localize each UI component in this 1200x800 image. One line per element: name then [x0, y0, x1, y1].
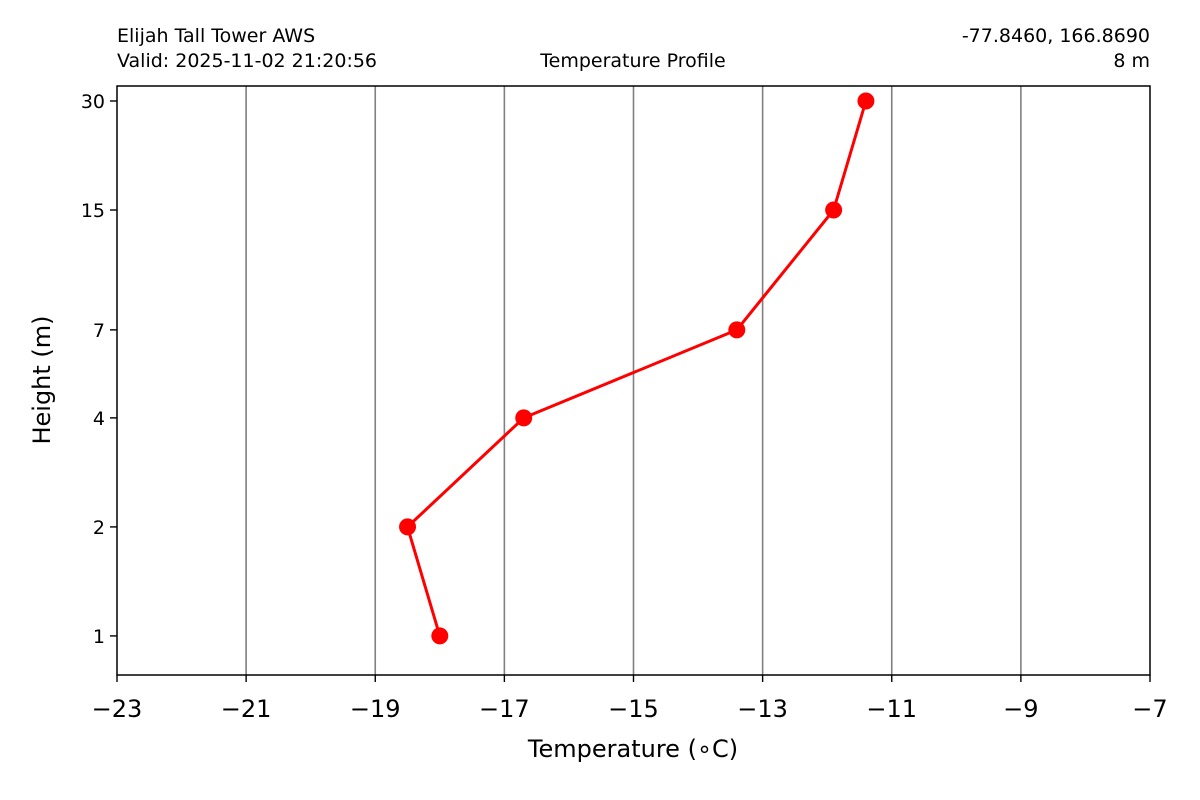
- valid-time: Valid: 2025-11-02 21:20:56: [117, 50, 378, 72]
- x-tick-label: −17: [479, 695, 530, 723]
- data-point-marker: [857, 92, 875, 110]
- x-tick-label: −9: [1003, 695, 1038, 723]
- x-tick-label: −21: [221, 695, 272, 723]
- x-tick-label: −13: [737, 695, 788, 723]
- chart-title: Temperature Profile: [540, 50, 726, 72]
- y-tick-label: 15: [81, 200, 105, 222]
- data-point-marker: [515, 409, 533, 427]
- y-tick-label: 7: [93, 320, 105, 342]
- data-series: [399, 92, 875, 645]
- x-tick-label: −7: [1132, 695, 1167, 723]
- station-coordinates: -77.8460, 166.8690: [961, 25, 1150, 47]
- y-tick-label: 2: [93, 517, 105, 539]
- data-point-marker: [728, 321, 746, 339]
- x-tick-label: −19: [350, 695, 401, 723]
- x-tick-label: −15: [608, 695, 659, 723]
- y-axis-label: Height (m): [28, 315, 56, 444]
- x-axis: −23 −21 −19 −17 −15 −13 −11 −9 −7: [92, 675, 1168, 723]
- x-tick-label: −11: [866, 695, 917, 723]
- x-tick-label: −23: [92, 695, 143, 723]
- grid-lines: [245, 86, 1022, 675]
- station-name: Elijah Tall Tower AWS: [117, 25, 316, 47]
- data-point-marker: [431, 627, 449, 645]
- data-point-marker: [399, 518, 417, 536]
- y-tick-label: 30: [81, 91, 105, 113]
- temperature-profile-line: [406, 100, 868, 637]
- x-axis-label: Temperature (∘C): [527, 735, 738, 763]
- y-tick-label: 4: [93, 408, 105, 430]
- station-elevation: 8 m: [1113, 50, 1150, 72]
- y-axis: 1 2 4 7 15 30: [81, 91, 117, 648]
- y-tick-label: 1: [93, 626, 105, 648]
- data-point-marker: [825, 201, 843, 219]
